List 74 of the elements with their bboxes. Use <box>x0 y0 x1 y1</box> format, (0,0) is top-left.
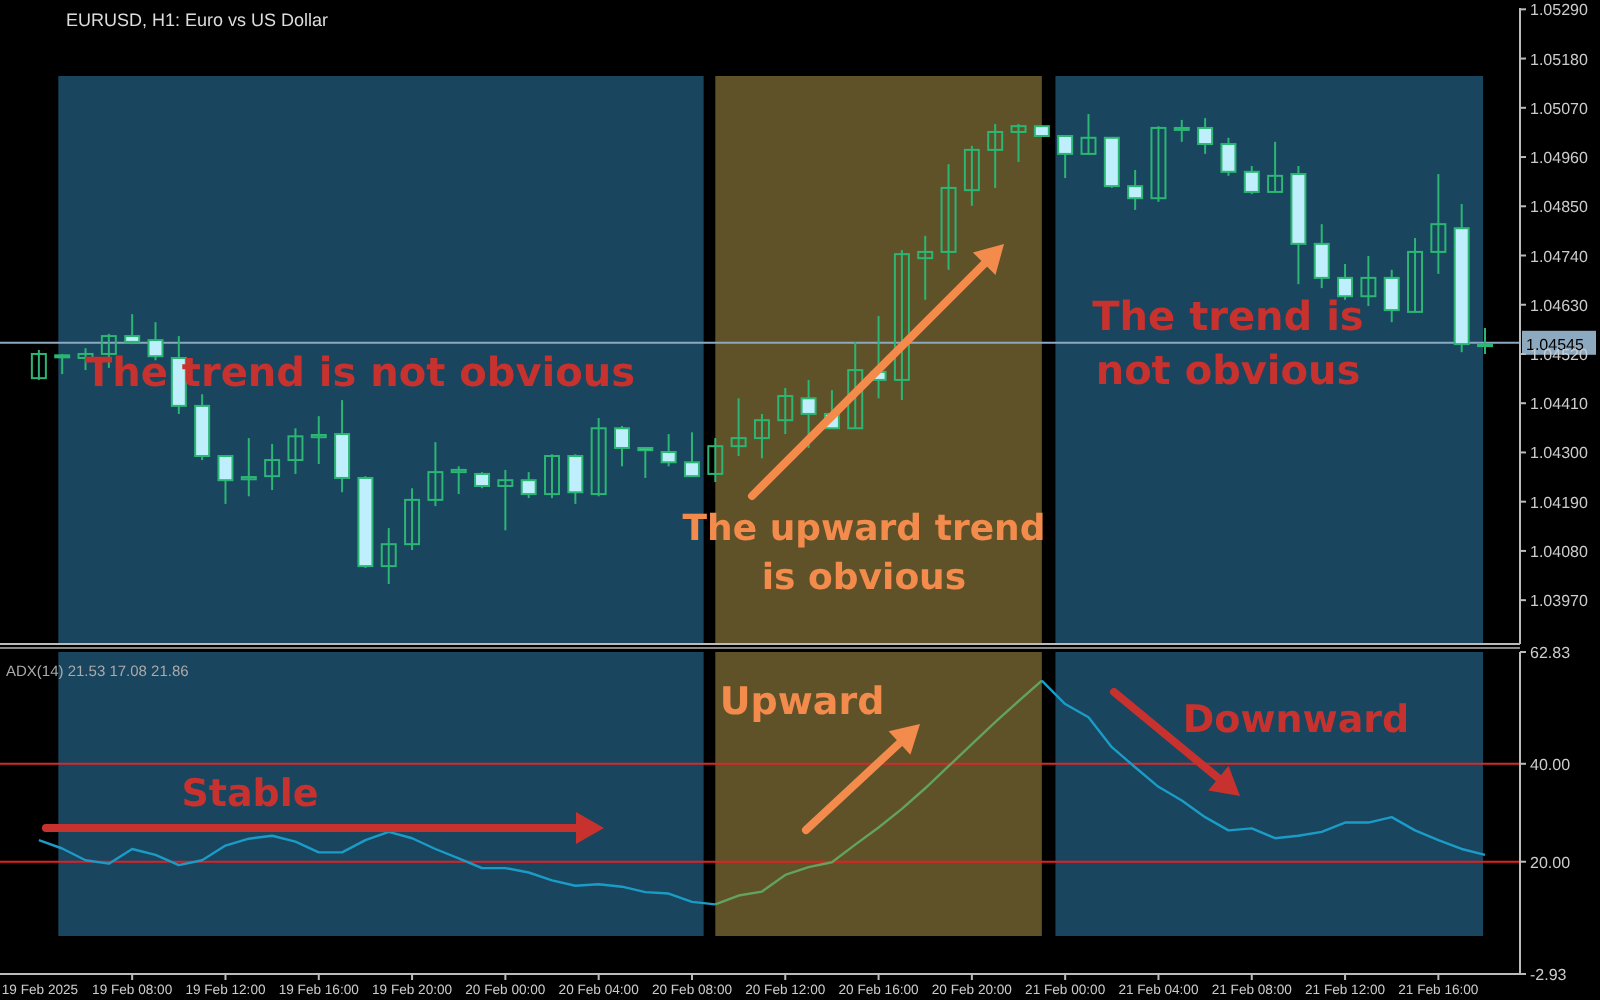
candlestick <box>1407 237 1424 313</box>
candlestick <box>264 442 281 492</box>
candlestick <box>427 441 444 508</box>
y-tick-label: 1.04190 <box>1530 493 1589 512</box>
candlestick <box>940 163 957 271</box>
candlestick <box>544 453 561 500</box>
y-tick-label: 1.04630 <box>1530 296 1589 315</box>
candlestick <box>54 352 71 376</box>
y-tick-label: 1.05180 <box>1530 50 1589 69</box>
candlestick <box>1243 164 1260 196</box>
y-tick-label: 1.04850 <box>1530 198 1589 217</box>
candlestick <box>1430 173 1447 275</box>
candlestick <box>683 431 700 478</box>
candlestick <box>1477 327 1494 355</box>
candlestick <box>334 399 351 494</box>
candlestick <box>124 313 141 346</box>
y-tick-label: 1.04080 <box>1530 542 1589 561</box>
candlestick <box>310 415 327 466</box>
y-tick-label: 62.83 <box>1530 644 1572 662</box>
candlestick <box>1173 118 1190 143</box>
y-tick-label: 40.00 <box>1530 755 1572 774</box>
candlestick <box>567 453 584 505</box>
candlestick <box>660 433 677 468</box>
candlestick <box>963 144 980 207</box>
annotation: Downward <box>1182 698 1410 742</box>
candlestick <box>614 425 630 468</box>
annotation: Upward <box>719 680 885 724</box>
annotation: Stable <box>181 772 319 816</box>
y-tick-label: 1.05070 <box>1530 99 1589 118</box>
candlestick <box>730 397 747 458</box>
y-tick-label: 1.04300 <box>1530 444 1589 463</box>
candlestick <box>380 527 397 586</box>
chart-title: EURUSD, H1: Euro vs US Dollar <box>66 10 329 30</box>
candlestick <box>987 122 1004 189</box>
candlestick <box>240 437 257 498</box>
candlestick <box>1383 268 1400 324</box>
y-tick-label: 1.04410 <box>1530 395 1589 414</box>
candlestick <box>1337 263 1354 301</box>
candlestick <box>1360 254 1377 308</box>
candlestick <box>287 427 304 475</box>
candlestick <box>707 437 724 483</box>
line-series <box>1040 679 1487 857</box>
candlestick <box>1313 223 1330 290</box>
line-series <box>37 830 717 906</box>
line-series <box>714 679 1044 906</box>
candlestick <box>217 455 234 505</box>
candlestick <box>753 412 770 460</box>
candlestick <box>800 378 817 449</box>
candlestick <box>1150 125 1167 203</box>
candlestick <box>404 487 421 552</box>
annotation: The trend is not obvious <box>1092 292 1364 394</box>
candlestick <box>1197 117 1214 155</box>
candlestick <box>847 340 864 430</box>
candlestick <box>497 468 514 532</box>
candlestick <box>893 249 910 402</box>
candlestick <box>1057 135 1074 180</box>
candlestick <box>1267 140 1284 193</box>
y-tick-label: 1.04960 <box>1530 149 1589 168</box>
y-tick-label: 1.04740 <box>1530 247 1589 266</box>
candlestick <box>637 446 654 479</box>
y-tick-label: 20.00 <box>1530 853 1572 872</box>
y-tick-label: -2.93 <box>1530 966 1568 984</box>
y-tick-label: 1.05290 <box>1530 1 1589 20</box>
candlestick <box>917 234 934 301</box>
candlestick <box>590 416 607 498</box>
candlestick <box>1010 122 1027 163</box>
candlestick <box>450 465 467 496</box>
candlestick <box>30 348 47 381</box>
y-tick-label: 1.03970 <box>1530 592 1589 611</box>
candlestick <box>777 386 794 436</box>
candlestick <box>1220 136 1237 177</box>
candlestick <box>1080 113 1097 155</box>
candlestick <box>1127 169 1144 211</box>
candlestick <box>520 471 537 500</box>
